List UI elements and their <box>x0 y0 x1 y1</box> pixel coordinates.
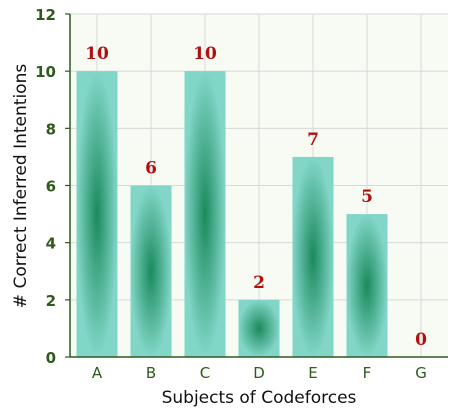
x-tick-label-A: A <box>92 364 103 382</box>
y-tick-label: 6 <box>46 178 56 196</box>
bars <box>76 71 388 358</box>
bar-F <box>346 214 388 357</box>
x-axis-label: Subjects of Codeforces <box>162 388 357 408</box>
x-tick-label-F: F <box>363 364 372 382</box>
data-label-F: 5 <box>361 187 373 207</box>
bar-C <box>184 71 226 358</box>
data-label-A: 10 <box>85 44 109 64</box>
y-tick-label: 2 <box>46 292 56 310</box>
data-label-D: 2 <box>253 273 265 293</box>
y-tick-label: 8 <box>46 120 56 138</box>
bar-B <box>130 185 172 357</box>
bar-A <box>76 71 118 358</box>
data-labels: 10 6 10 2 7 5 0 <box>85 44 427 350</box>
y-tick-labels: 0 2 4 6 8 10 12 <box>35 6 70 367</box>
x-tick-label-C: C <box>200 364 210 382</box>
y-tick-label: 10 <box>35 63 56 81</box>
x-tick-label-G: G <box>415 364 427 382</box>
bar-E <box>292 156 334 357</box>
data-label-G: 0 <box>415 330 427 350</box>
y-tick-label: 4 <box>46 235 56 253</box>
x-tick-label-E: E <box>308 364 317 382</box>
data-label-B: 6 <box>145 159 157 179</box>
y-tick-label: 12 <box>35 6 56 24</box>
data-label-C: 10 <box>193 44 217 64</box>
x-tick-labels: A B C D E F G <box>92 364 427 382</box>
data-label-E: 7 <box>307 130 319 150</box>
y-axis-label: # Correct Inferred Intentions <box>11 64 31 309</box>
bar-D <box>238 299 280 357</box>
y-tick-label: 0 <box>46 349 56 367</box>
x-tick-label-D: D <box>253 364 265 382</box>
x-tick-label-B: B <box>146 364 156 382</box>
